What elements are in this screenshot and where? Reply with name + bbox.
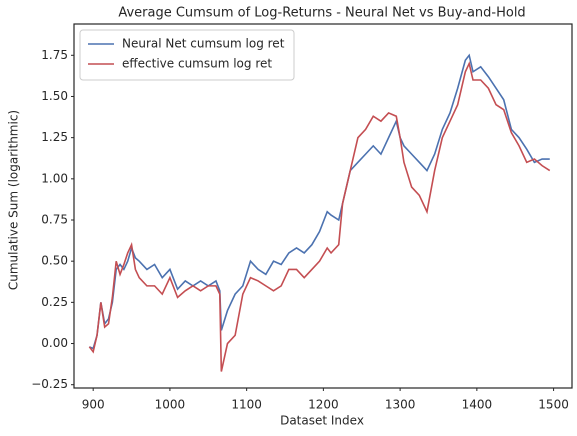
plot-frame — [73, 23, 573, 389]
x-tick-label: 1400 — [462, 398, 493, 412]
legend-label: Neural Net cumsum log ret — [122, 37, 285, 51]
y-tick-label: 0.25 — [41, 295, 68, 309]
legend: Neural Net cumsum log ret effective cumsu… — [79, 29, 295, 81]
data-line — [88, 61, 551, 372]
x-tick-label: 1200 — [308, 398, 339, 412]
x-tick-label: 1500 — [538, 398, 569, 412]
y-tick-label: 0.50 — [41, 254, 68, 268]
chart-title: Average Cumsum of Log-Returns - Neural N… — [118, 6, 525, 21]
x-tick-label: 1300 — [385, 398, 416, 412]
y-tick-label: −0.25 — [31, 377, 68, 391]
legend-box — [79, 29, 295, 81]
y-tick-label: 1.75 — [41, 48, 68, 62]
y-tick-label: 0.75 — [41, 213, 68, 227]
x-tick-label: 900 — [82, 398, 105, 412]
data-line — [89, 53, 550, 350]
y-tick-label: 1.25 — [41, 130, 68, 144]
y-tick-label: 1.00 — [41, 171, 68, 185]
y-axis-label: Cumulative Sum (logarithmic) — [7, 110, 21, 290]
y-tick-label: 1.50 — [41, 89, 68, 103]
x-tick-label: 1100 — [231, 398, 262, 412]
legend-label: effective cumsum log ret — [122, 57, 272, 71]
x-axis-label: Dataset Index — [280, 414, 364, 428]
y-tick-label: 0.00 — [41, 336, 68, 350]
x-tick-label: 1000 — [155, 398, 186, 412]
